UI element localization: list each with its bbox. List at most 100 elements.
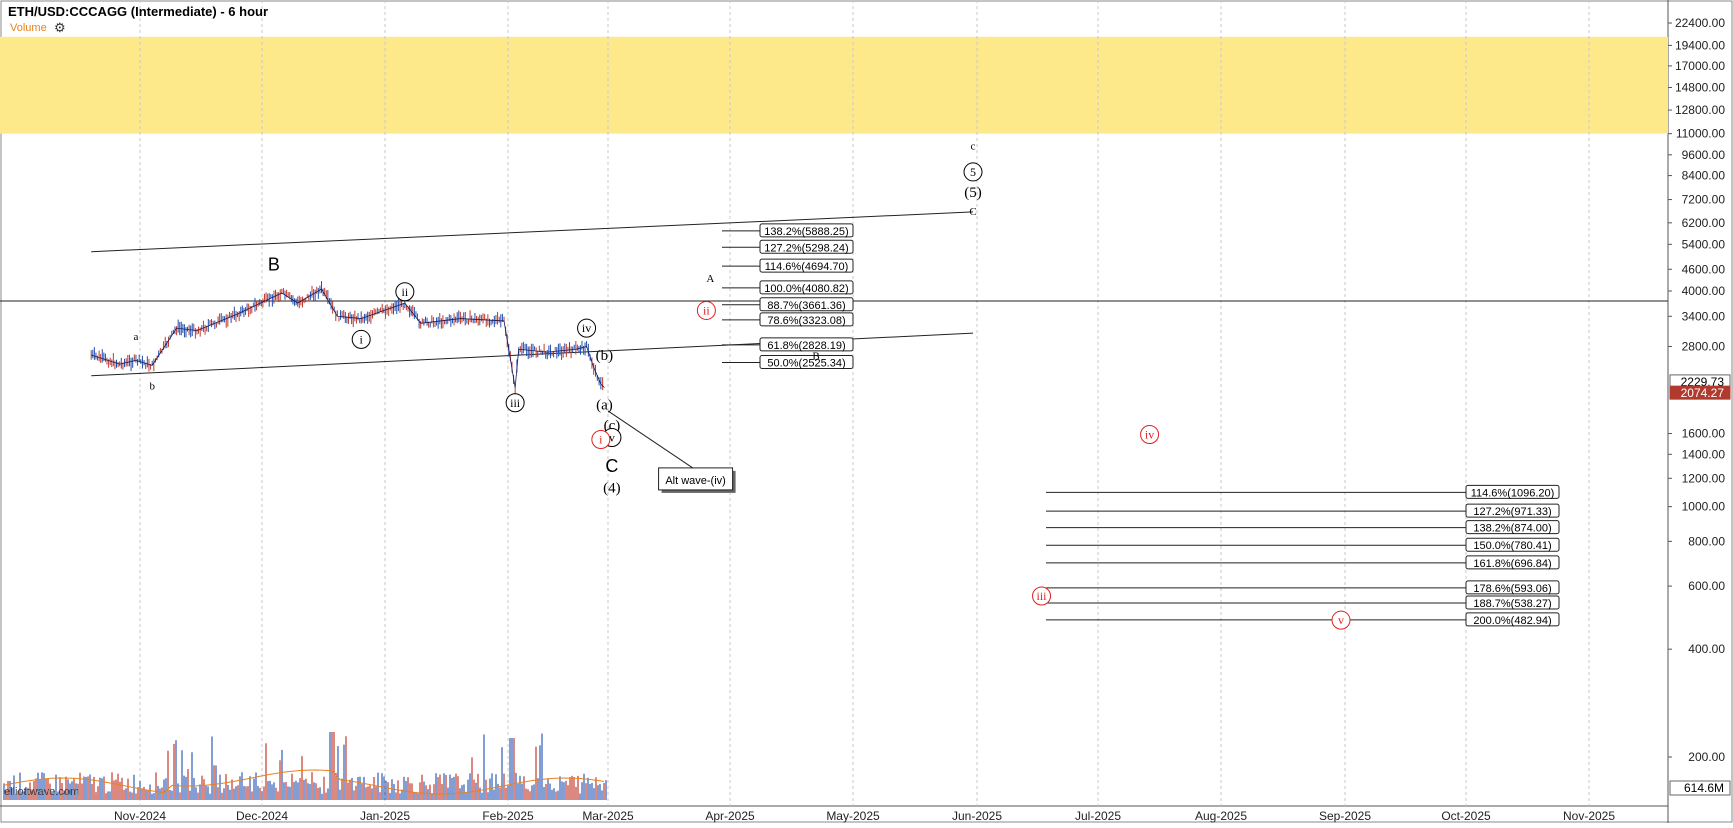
y-tick-label: 800.00 — [1688, 534, 1725, 548]
fib-lower-box — [1465, 555, 1560, 570]
x-tick-label: Apr-2025 — [705, 809, 755, 823]
wave-label-circle — [505, 393, 525, 413]
wave-label: v — [609, 430, 615, 444]
wave-label: iii — [510, 396, 521, 410]
wave-label: (4) — [603, 481, 621, 497]
y-tick-label: 1400.00 — [1682, 447, 1726, 461]
wave-label-circle — [1331, 610, 1351, 630]
y-tick-label: 14800.00 — [1675, 80, 1725, 94]
fib-upper-label: 50.0%(2525.34) — [767, 358, 845, 370]
wave-label: C — [605, 456, 618, 476]
x-tick-label: Sep-2025 — [1319, 809, 1371, 823]
fib-lower-label: 150.0%(780.41) — [1473, 540, 1551, 552]
fib-upper-box — [759, 355, 854, 370]
wave-label: ii — [703, 303, 710, 317]
wave-label-circle — [577, 318, 597, 338]
fib-upper-label: 114.6%(4694.70) — [765, 261, 849, 273]
callout-text: Alt wave-(iv) — [665, 475, 726, 487]
fib-upper-label: 138.2%(5888.25) — [764, 226, 848, 238]
y-tick-label: 7200.00 — [1682, 193, 1726, 207]
chart-title: ETH/USD:CCCAGG (Intermediate) - 6 hour — [8, 4, 269, 19]
x-tick-label: Jan-2025 — [360, 809, 410, 823]
price-line — [91, 288, 605, 388]
y-tick-label: 600.00 — [1688, 579, 1725, 593]
callout-box — [658, 467, 734, 491]
y-tick-label: 8400.00 — [1682, 169, 1726, 183]
fib-lower-label: 161.8%(696.84) — [1473, 558, 1551, 570]
x-tick-label: Aug-2025 — [1195, 809, 1247, 823]
price-tag-box — [1669, 385, 1731, 400]
wave-label: a — [133, 331, 138, 343]
wave-label-circle — [591, 429, 611, 449]
trend-line — [91, 211, 974, 253]
volume-tag-box — [1669, 780, 1731, 796]
wave-label: c — [971, 140, 976, 152]
fib-upper-box — [759, 280, 854, 295]
fib-upper-box — [759, 239, 854, 254]
fib-upper-box — [759, 312, 854, 327]
y-tick-label: 3400.00 — [1682, 309, 1726, 323]
volume-tag-label: 614.6M — [1684, 781, 1724, 795]
watermark: elliottwave.com — [4, 786, 80, 798]
y-tick-label: 1000.00 — [1682, 500, 1726, 514]
wave-label: iv — [1145, 428, 1154, 442]
volume-indicator-label[interactable]: Volume — [10, 22, 47, 34]
fib-upper-box — [759, 297, 854, 312]
fib-lower-box — [1465, 595, 1560, 610]
y-tick-label: 400.00 — [1688, 642, 1725, 656]
x-tick-label: Dec-2024 — [236, 809, 288, 823]
y-tick-label: 200.00 — [1688, 750, 1725, 764]
wave-label: (b) — [596, 348, 614, 364]
fib-lower-box — [1465, 484, 1560, 499]
fib-lower-box — [1465, 580, 1560, 595]
y-tick-label: 9600.00 — [1682, 148, 1726, 162]
wave-label-circle — [395, 282, 415, 302]
wave-label: b — [149, 380, 155, 392]
volume-average-line — [3, 769, 605, 795]
wave-label: (5) — [964, 185, 982, 201]
x-tick-label: Nov-2025 — [1563, 809, 1615, 823]
y-tick-label: 17000.00 — [1675, 59, 1725, 73]
fib-upper-box — [759, 258, 854, 273]
fib-upper-label: 100.0%(4080.82) — [764, 283, 848, 295]
fib-lower-label: 200.0%(482.94) — [1473, 615, 1551, 627]
wave-label-circle — [351, 329, 371, 349]
wave-label-circle — [696, 300, 716, 320]
fib-lower-label: 178.6%(593.06) — [1473, 583, 1551, 595]
wave-label: C — [969, 206, 976, 218]
y-tick-label: 4000.00 — [1682, 284, 1726, 298]
wave-label: iv — [582, 321, 591, 335]
y-tick-label: 1200.00 — [1682, 471, 1726, 485]
fib-upper-label: 78.6%(3323.08) — [767, 315, 845, 327]
fib-lower-label: 114.6%(1096.20) — [1471, 487, 1555, 499]
y-tick-label: 6200.00 — [1682, 216, 1726, 230]
fib-lower-box — [1465, 612, 1560, 627]
wave-label-circle — [1032, 586, 1052, 606]
wave-label: B — [812, 351, 819, 363]
wave-label: iii — [1037, 589, 1048, 603]
y-tick-label: 22400.00 — [1675, 16, 1725, 30]
wave-label-circle — [1140, 425, 1160, 445]
x-tick-label: Jul-2025 — [1075, 809, 1121, 823]
y-tick-label: 4600.00 — [1682, 262, 1726, 276]
fib-lower-box — [1465, 537, 1560, 552]
y-tick-label: 5400.00 — [1682, 237, 1726, 251]
fib-upper-label: 127.2%(5298.24) — [764, 242, 848, 254]
fib-upper-label: 61.8%(2828.19) — [767, 340, 845, 352]
fib-lower-box — [1465, 503, 1560, 518]
x-tick-label: Oct-2025 — [1441, 809, 1491, 823]
wave-label: A — [706, 273, 714, 285]
price-tag-label: 2074.27 — [1681, 386, 1725, 400]
fib-upper-label: 88.7%(3661.36) — [767, 300, 845, 312]
wave-label-circle — [963, 162, 983, 182]
wave-label: 5 — [970, 165, 976, 179]
fib-lower-box — [1465, 520, 1560, 535]
x-tick-label: May-2025 — [826, 809, 880, 823]
y-tick-label: 11000.00 — [1676, 127, 1725, 141]
x-tick-label: Mar-2025 — [582, 809, 634, 823]
gear-icon[interactable]: ⚙ — [54, 20, 66, 35]
wave-label: v — [1338, 613, 1344, 627]
